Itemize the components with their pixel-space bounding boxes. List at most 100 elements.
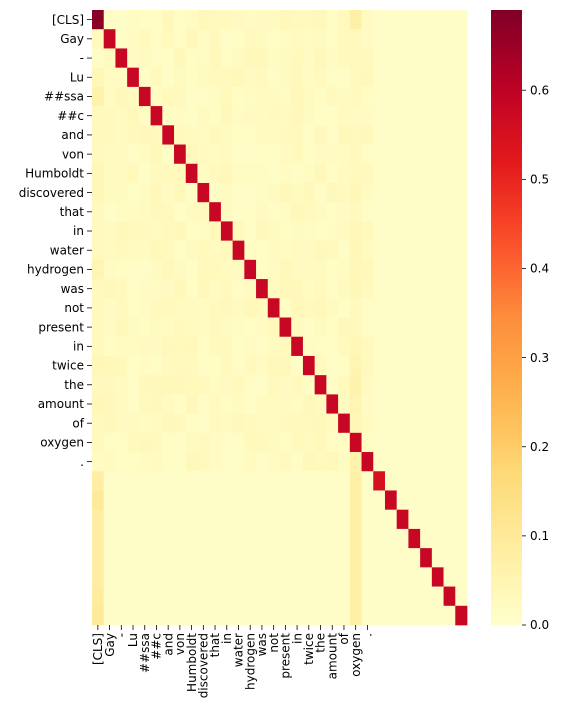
heatmap-cell: [396, 298, 409, 318]
heatmap-cell: [127, 259, 140, 280]
heatmap-cell: [244, 240, 257, 261]
heatmap-cell: [361, 490, 374, 511]
heatmap-cell: [431, 586, 444, 607]
heatmap-cell: [338, 413, 351, 434]
heatmap-cell: [455, 548, 468, 568]
heatmap-cell: [92, 67, 105, 88]
heatmap-cell: [443, 375, 456, 395]
heatmap-cell: [162, 394, 175, 414]
heatmap-cell: [326, 490, 339, 511]
heatmap-cell: [384, 48, 398, 69]
heatmap-cell: [220, 452, 233, 472]
heatmap-cell: [162, 86, 175, 107]
heatmap-cell: [373, 471, 386, 491]
heatmap-cell: [396, 452, 409, 472]
heatmap-cell: [314, 10, 327, 30]
heatmap-cell: [220, 509, 233, 530]
heatmap-cell: [138, 413, 151, 434]
heatmap-cell: [338, 528, 351, 549]
heatmap-cell: [244, 125, 257, 145]
heatmap-cell: [455, 375, 468, 395]
heatmap-cell: [408, 125, 421, 145]
heatmap-cell: [256, 221, 269, 241]
heatmap-cell: [291, 452, 304, 472]
heatmap-cell: [408, 240, 421, 261]
heatmap-cell: [431, 202, 444, 222]
heatmap-cell: [162, 317, 175, 338]
heatmap-cell: [209, 48, 222, 69]
heatmap-cell: [220, 548, 233, 568]
heatmap-cell: [209, 490, 222, 511]
heatmap-cell: [361, 394, 374, 414]
heatmap-cell: [138, 298, 151, 318]
x-tick-label: present: [279, 633, 293, 679]
heatmap-cell: [256, 432, 269, 453]
heatmap-cell: [349, 106, 362, 126]
heatmap-cell: [220, 605, 233, 626]
heatmap-cell: [244, 567, 257, 587]
heatmap-cell: [431, 375, 444, 395]
heatmap-cell: [115, 394, 128, 414]
heatmap-cell: [396, 163, 409, 184]
x-tick-label: Humboldt: [185, 633, 199, 692]
heatmap-cell: [162, 29, 175, 49]
y-tick-label: in: [73, 340, 84, 354]
heatmap-cell: [408, 567, 421, 587]
heatmap-cell: [92, 125, 105, 145]
heatmap-cell: [197, 355, 210, 376]
heatmap-cell: [420, 528, 433, 549]
heatmap-cell: [162, 125, 175, 145]
heatmap-cell: [291, 182, 304, 203]
heatmap-cell: [279, 67, 292, 88]
heatmap-cell: [384, 355, 398, 376]
heatmap-cell: [244, 259, 257, 280]
heatmap-cell: [384, 336, 398, 357]
heatmap-cell: [455, 125, 468, 145]
heatmap-cell: [267, 567, 280, 587]
heatmap-cell: [197, 279, 210, 299]
heatmap-cell: [174, 528, 187, 549]
heatmap-cell: [291, 471, 304, 491]
heatmap-cell: [396, 375, 409, 395]
heatmap-cell: [349, 394, 362, 414]
heatmap-cell: [291, 528, 304, 549]
heatmap-cell: [185, 548, 198, 568]
heatmap-cell: [244, 452, 257, 472]
heatmap-cell: [279, 567, 292, 587]
heatmap-cell: [185, 471, 198, 491]
y-tick-label: oxygen: [40, 436, 84, 450]
heatmap-cell: [220, 528, 233, 549]
heatmap-cell: [232, 221, 245, 241]
heatmap-cell: [349, 317, 362, 338]
heatmap-cell: [420, 567, 433, 587]
heatmap-cell: [92, 106, 105, 126]
heatmap-cell: [232, 279, 245, 299]
y-tick-label: -: [80, 51, 84, 65]
heatmap-cell: [174, 548, 187, 568]
heatmap-cell: [279, 221, 292, 241]
heatmap-cell: [443, 144, 456, 165]
heatmap-cell: [279, 125, 292, 145]
heatmap-cell: [396, 202, 409, 222]
heatmap-cell: [361, 548, 374, 568]
heatmap-cell: [314, 528, 327, 549]
heatmap-cell: [384, 548, 398, 568]
heatmap-cell: [174, 317, 187, 338]
heatmap-cell: [103, 471, 116, 491]
heatmap-cell: [127, 317, 140, 338]
heatmap-cell: [314, 182, 327, 203]
heatmap-cell: [443, 471, 456, 491]
heatmap-cell: [232, 509, 245, 530]
heatmap-cell: [103, 413, 116, 434]
heatmap-cell: [185, 528, 198, 549]
heatmap-cell: [349, 452, 362, 472]
heatmap-cell: [232, 586, 245, 607]
heatmap-cell: [443, 29, 456, 49]
heatmap-cell: [138, 375, 151, 395]
heatmap-cell: [244, 182, 257, 203]
heatmap-cell: [338, 182, 351, 203]
heatmap-cell: [349, 48, 362, 69]
heatmap-cell: [302, 355, 316, 376]
heatmap-cell: [420, 452, 433, 472]
heatmap-cell: [361, 67, 374, 88]
